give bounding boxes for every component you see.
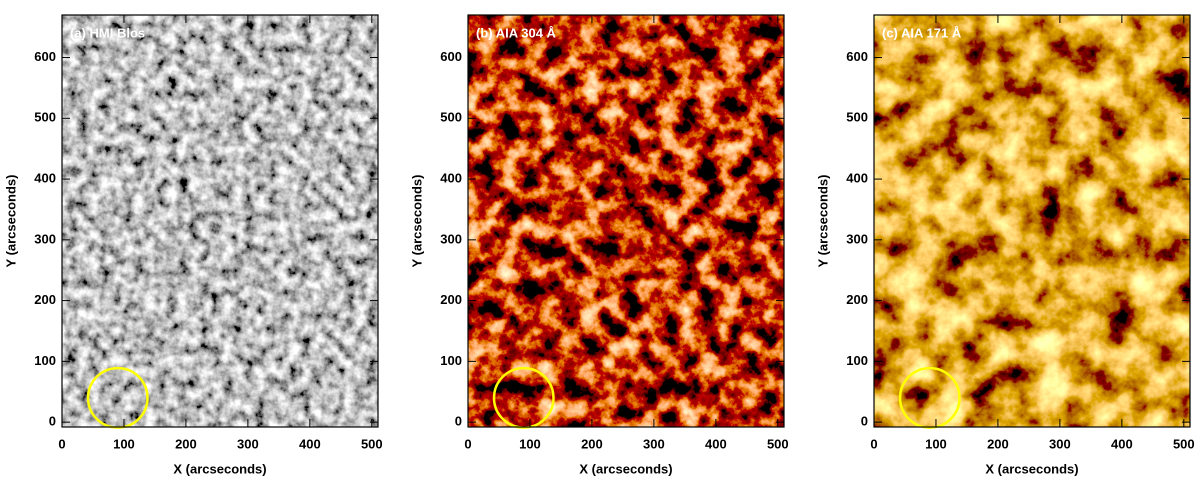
panel-title: (c) AIA 171 Å	[882, 25, 962, 40]
x-tick-label: 400	[299, 436, 321, 451]
plot-frame	[61, 14, 379, 428]
x-axis-label: X (arcseconds)	[579, 461, 672, 476]
x-tick-label: 200	[581, 436, 603, 451]
x-tick-label: 100	[925, 436, 947, 451]
x-tick-label: 300	[237, 436, 259, 451]
image	[874, 15, 1190, 427]
y-tick-label: 400	[440, 171, 462, 186]
x-tick-label: 300	[643, 436, 665, 451]
y-tick-label: 200	[440, 292, 462, 307]
x-axis-label: X (arcseconds)	[985, 461, 1078, 476]
y-tick-label: 100	[34, 353, 56, 368]
plot-frame	[467, 14, 785, 428]
x-tick-label: 0	[870, 436, 877, 451]
y-tick-label: 100	[440, 353, 462, 368]
y-tick-label: 200	[846, 292, 868, 307]
x-tick-label: 200	[987, 436, 1009, 451]
y-axis-label: Y (arcseconds)	[815, 175, 830, 268]
image	[62, 15, 378, 427]
y-tick-label: 400	[34, 171, 56, 186]
plot-frame	[873, 14, 1191, 428]
x-tick-label: 100	[113, 436, 135, 451]
y-tick-label: 300	[846, 231, 868, 246]
x-tick-label: 500	[767, 436, 789, 451]
panel-title: (a) HMI Blos	[70, 25, 145, 40]
y-tick-label: 300	[440, 231, 462, 246]
panel-title: (b) AIA 304 Å	[476, 25, 557, 40]
y-tick-label: 100	[846, 353, 868, 368]
x-axis-label: X (arcseconds)	[173, 461, 266, 476]
y-tick-label: 300	[34, 231, 56, 246]
x-tick-label: 500	[361, 436, 383, 451]
y-tick-label: 500	[34, 110, 56, 125]
x-tick-label: 300	[1049, 436, 1071, 451]
y-tick-label: 500	[846, 110, 868, 125]
y-tick-label: 600	[846, 49, 868, 64]
image	[468, 15, 784, 427]
y-axis-label: Y (arcseconds)	[409, 175, 424, 268]
y-tick-label: 500	[440, 110, 462, 125]
y-tick-label: 200	[34, 292, 56, 307]
x-tick-label: 0	[58, 436, 65, 451]
y-tick-label: 400	[846, 171, 868, 186]
y-tick-label: 0	[455, 414, 462, 429]
x-tick-label: 400	[705, 436, 727, 451]
y-tick-label: 0	[861, 414, 868, 429]
x-tick-label: 500	[1173, 436, 1195, 451]
x-tick-label: 0	[464, 436, 471, 451]
y-tick-label: 600	[34, 49, 56, 64]
y-tick-label: 600	[440, 49, 462, 64]
y-tick-label: 0	[49, 414, 56, 429]
x-tick-label: 100	[519, 436, 541, 451]
y-axis-label: Y (arcseconds)	[3, 175, 18, 268]
x-tick-label: 400	[1111, 436, 1133, 451]
x-tick-label: 200	[175, 436, 197, 451]
